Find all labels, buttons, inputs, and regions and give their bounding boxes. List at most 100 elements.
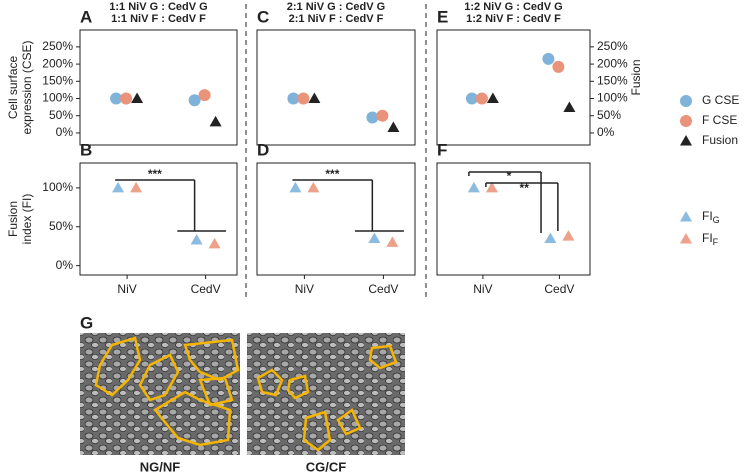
x-tick-label: NiV xyxy=(117,282,136,296)
legend-label: FIF xyxy=(702,231,719,247)
marker xyxy=(368,232,381,243)
marker xyxy=(120,92,133,105)
x-tick-label: CedV xyxy=(191,282,221,296)
marker xyxy=(467,181,480,193)
panel-label: A xyxy=(80,7,92,26)
plot-frame xyxy=(79,162,238,276)
marker xyxy=(209,115,222,127)
y2-tick-label: 150% xyxy=(597,73,628,87)
significance-label: *** xyxy=(325,167,339,181)
marker xyxy=(680,211,692,222)
marker xyxy=(680,95,692,107)
marker xyxy=(112,181,125,193)
marker xyxy=(542,52,555,65)
significance-label: ** xyxy=(520,181,530,195)
legend-label: Fusion xyxy=(702,133,738,147)
y-tick-label: 200% xyxy=(42,56,73,70)
marker xyxy=(485,181,498,193)
significance-label: * xyxy=(507,169,512,183)
panel-label: G xyxy=(80,313,93,332)
marker xyxy=(308,92,321,104)
marker xyxy=(131,92,144,104)
legend-label: F CSE xyxy=(702,113,737,127)
panel-label: B xyxy=(80,140,92,159)
panel-title: 2:1 NiV G : CedV G xyxy=(287,1,385,13)
marker xyxy=(680,135,692,146)
y-axis-label: index (FI) xyxy=(20,194,34,245)
y2-tick-label: 50% xyxy=(597,108,621,122)
marker xyxy=(289,181,302,193)
marker xyxy=(110,92,123,105)
panel-g: G NG/NF CG/CF xyxy=(80,313,405,474)
y-axis-label: Cell surface xyxy=(6,55,20,119)
marker xyxy=(198,89,211,102)
marker xyxy=(130,181,143,193)
legend-name: FI xyxy=(702,231,713,245)
legend-subscript: G xyxy=(713,215,720,225)
x-tick-label: CedV xyxy=(368,282,398,296)
marker xyxy=(544,232,557,243)
marker xyxy=(307,181,320,193)
y-tick-label: 150% xyxy=(42,73,73,87)
y2-tick-label: 250% xyxy=(597,39,628,53)
significance-label: *** xyxy=(148,167,162,181)
y-tick-label: 250% xyxy=(42,39,73,53)
y-tick-label: 100% xyxy=(42,180,73,194)
panel-label: D xyxy=(257,140,269,159)
panel-label: C xyxy=(257,7,269,26)
plot-frame xyxy=(436,162,591,276)
legend-label: FIG xyxy=(702,209,720,225)
marker xyxy=(475,92,488,105)
plot-frame xyxy=(256,29,416,146)
x-tick-label: CedV xyxy=(544,282,574,296)
marker xyxy=(208,237,221,249)
marker xyxy=(680,115,692,127)
plot-frame xyxy=(436,29,591,146)
plot-frame xyxy=(79,29,238,146)
legend-name: FI xyxy=(702,209,713,223)
panel-subtitle: 1:2 NiV F : CedV F xyxy=(466,13,561,25)
panel-title: 1:2 NiV G : CedV G xyxy=(464,1,562,13)
y-axis-label: Fusion xyxy=(6,201,20,237)
panel-subtitle: 2:1 NiV F : CedV F xyxy=(289,13,384,25)
legend-label: G CSE xyxy=(702,93,739,107)
plot-frame xyxy=(256,162,416,276)
y-tick-label: 100% xyxy=(42,91,73,105)
micrograph xyxy=(80,333,240,455)
y-tick-label: 0% xyxy=(56,258,74,272)
legend-subscript: F xyxy=(713,237,719,247)
marker xyxy=(680,233,692,244)
marker xyxy=(465,92,478,105)
panel-subtitle: 1:1 NiV F : CedV F xyxy=(111,13,206,25)
y-tick-label: 50% xyxy=(49,108,73,122)
panel-title: 1:1 NiV G : CedV G xyxy=(109,1,207,13)
y2-axis-label: Fusion xyxy=(629,59,643,95)
marker xyxy=(552,60,565,73)
marker xyxy=(190,234,203,245)
marker xyxy=(562,230,575,241)
image-label: NG/NF xyxy=(140,459,181,474)
y-tick-label: 0% xyxy=(56,125,74,139)
marker xyxy=(366,111,379,124)
marker xyxy=(287,92,300,105)
syncytia-outlines xyxy=(256,344,398,452)
panel-label: F xyxy=(437,140,447,159)
y-axis-label: expression (CSE) xyxy=(20,40,34,134)
y-tick-label: 50% xyxy=(49,219,73,233)
panel-label: E xyxy=(437,7,448,26)
y2-tick-label: 100% xyxy=(597,91,628,105)
syncytia-outlines xyxy=(94,336,240,447)
marker xyxy=(376,109,389,122)
y2-tick-label: 200% xyxy=(597,56,628,70)
x-tick-label: NiV xyxy=(295,282,314,296)
image-label: CG/CF xyxy=(306,459,347,474)
x-tick-label: NiV xyxy=(473,282,492,296)
marker xyxy=(387,121,400,132)
marker xyxy=(297,92,310,105)
marker xyxy=(188,94,201,107)
marker xyxy=(486,92,499,104)
y2-tick-label: 0% xyxy=(597,125,615,139)
marker xyxy=(386,236,399,247)
marker xyxy=(563,101,576,112)
